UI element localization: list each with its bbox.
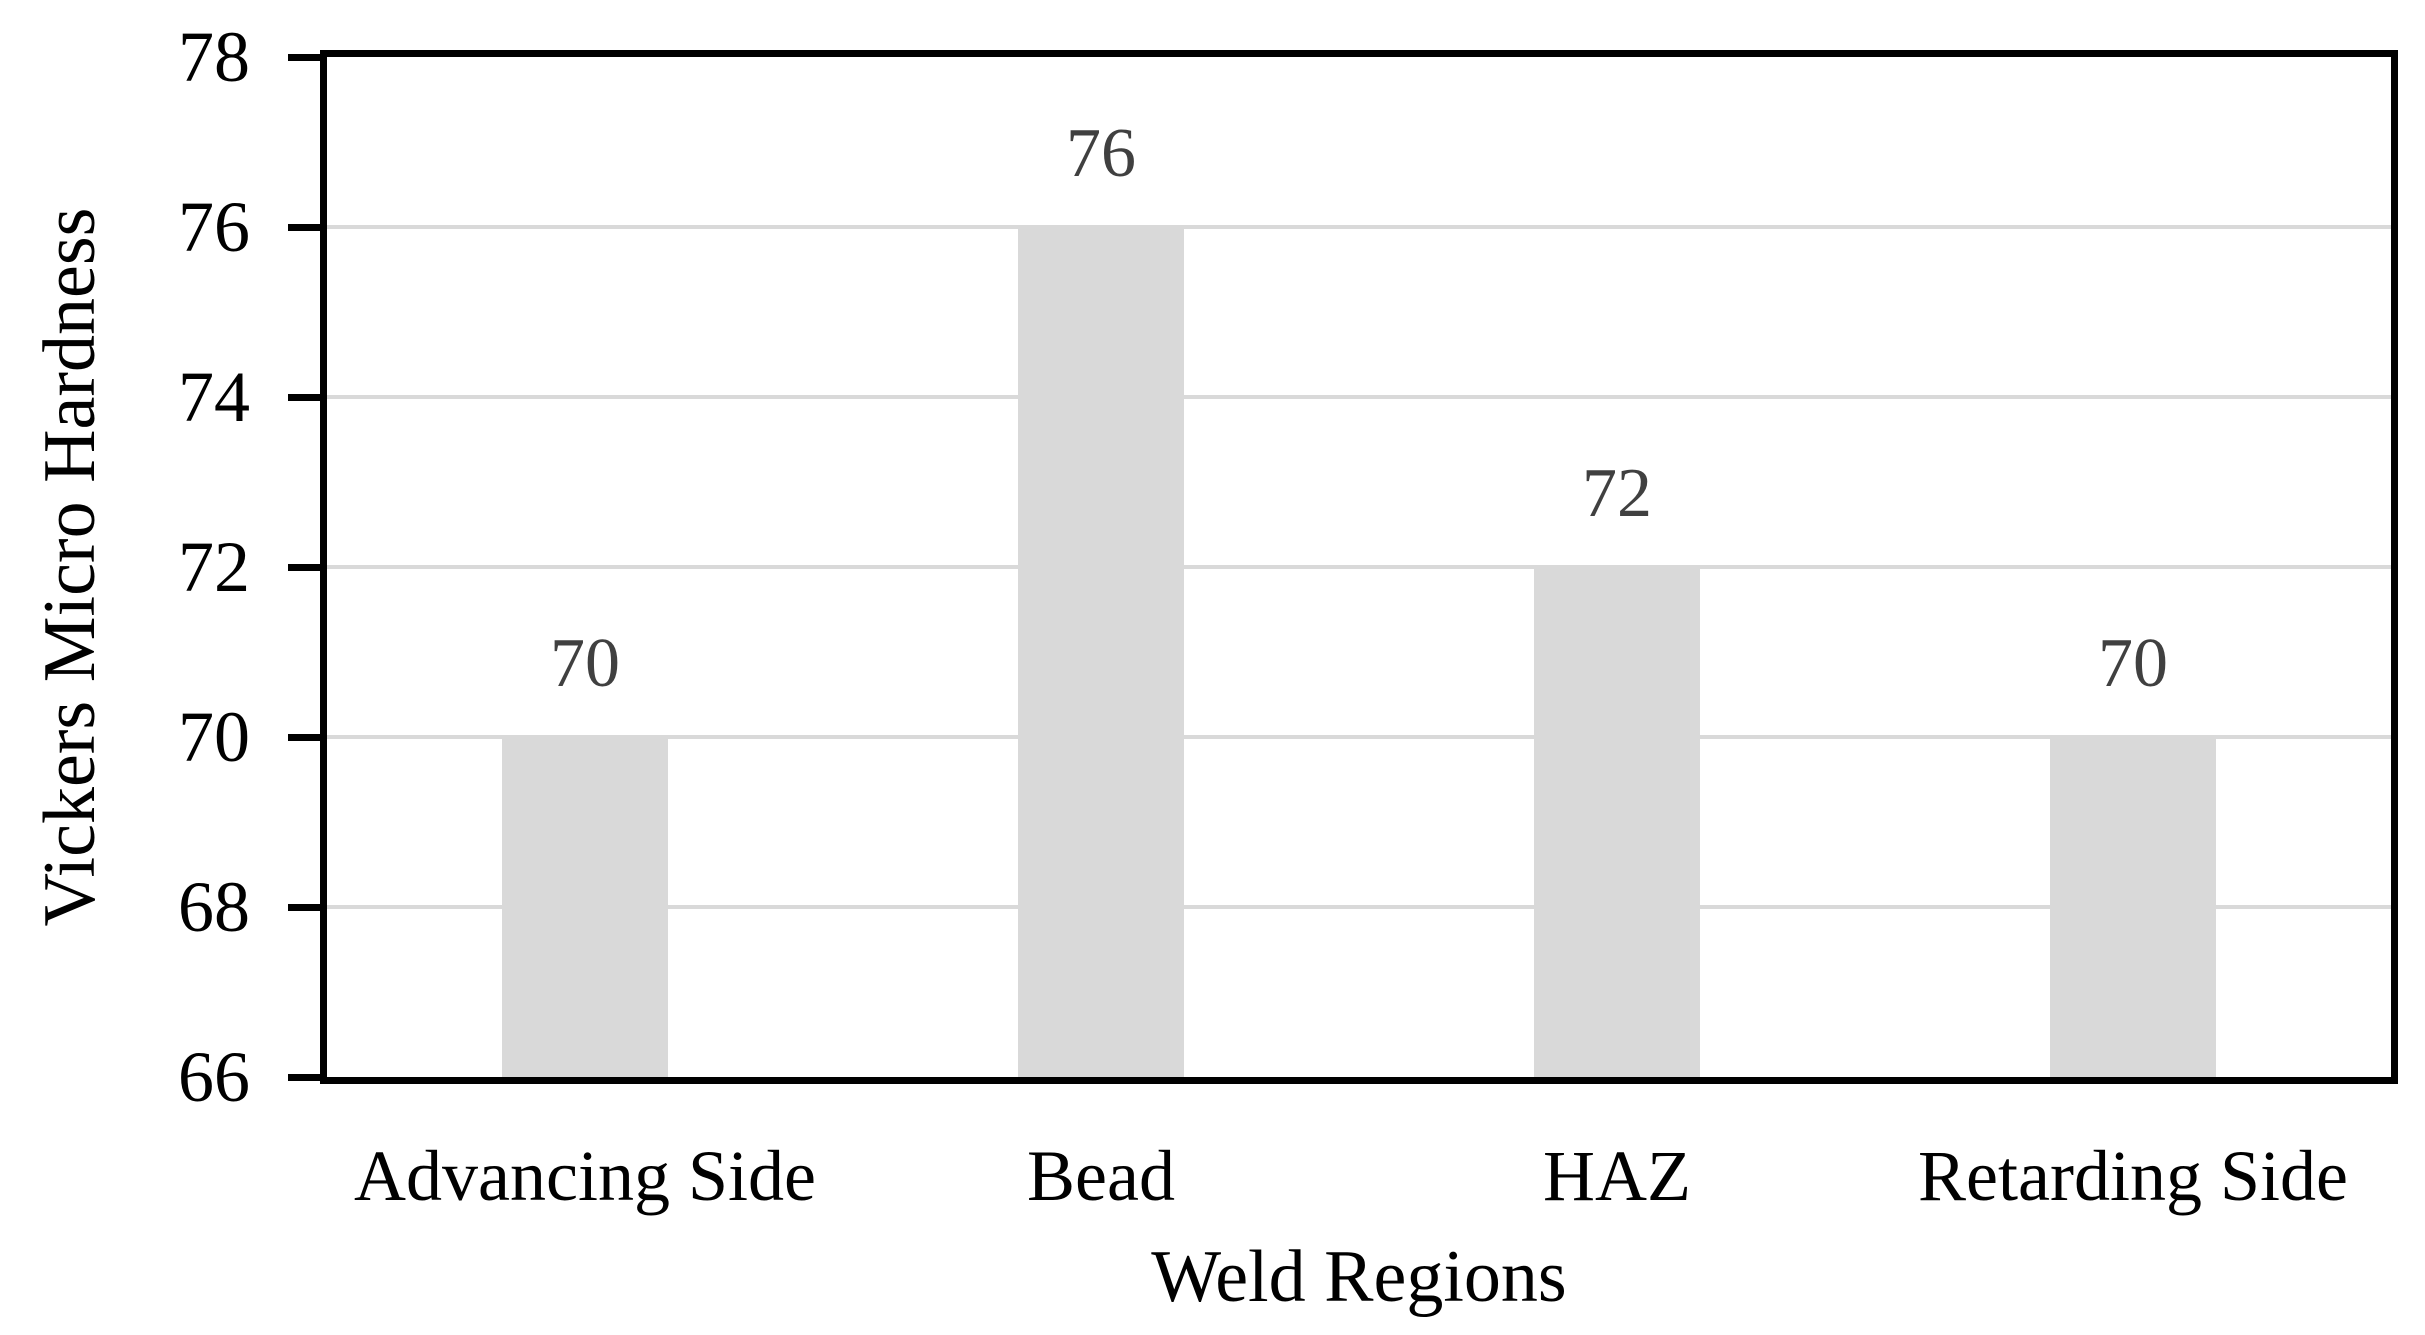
y-axis-tick-label: 72 [178, 527, 250, 607]
y-axis-tick [288, 394, 321, 401]
bar-haz [1534, 567, 1700, 1077]
y-axis-tick-label: 76 [178, 187, 250, 267]
y-axis-tick [288, 54, 321, 61]
y-axis-tick [288, 904, 321, 911]
bar-value-label: 76 [1066, 115, 1136, 192]
gridline [327, 565, 2391, 569]
bar-value-label: 70 [2098, 625, 2168, 702]
y-axis-tick-label: 70 [178, 697, 250, 777]
y-axis-tick [288, 734, 321, 741]
plot-area: 70 76 72 70 [320, 50, 2398, 1084]
gridline [327, 735, 2391, 739]
plot-inner: 70 76 72 70 [327, 57, 2391, 1077]
gridline [327, 905, 2391, 909]
bar-advancing-side [502, 737, 668, 1077]
x-axis-title: Weld Regions [1151, 1236, 1567, 1318]
y-axis-tick-label: 66 [178, 1037, 250, 1117]
y-axis-tick-label: 78 [178, 17, 250, 97]
y-axis-tick-label: 68 [178, 867, 250, 947]
x-axis-category-label: Advancing Side [354, 1136, 816, 1216]
bar-value-label: 72 [1582, 455, 1652, 532]
x-axis-category-label: Bead [1027, 1136, 1175, 1216]
x-axis-category-label: HAZ [1543, 1136, 1691, 1216]
y-axis-tick [288, 1074, 321, 1081]
bar-bead [1018, 227, 1184, 1077]
gridline [327, 395, 2391, 399]
y-axis-tick [288, 564, 321, 571]
bar-value-label: 70 [550, 625, 620, 702]
bar-retarding-side [2050, 737, 2216, 1077]
y-axis-tick-label: 74 [178, 357, 250, 437]
x-axis-category-label: Retarding Side [1918, 1136, 2348, 1216]
gridline [327, 225, 2391, 229]
y-axis-tick [288, 224, 321, 231]
